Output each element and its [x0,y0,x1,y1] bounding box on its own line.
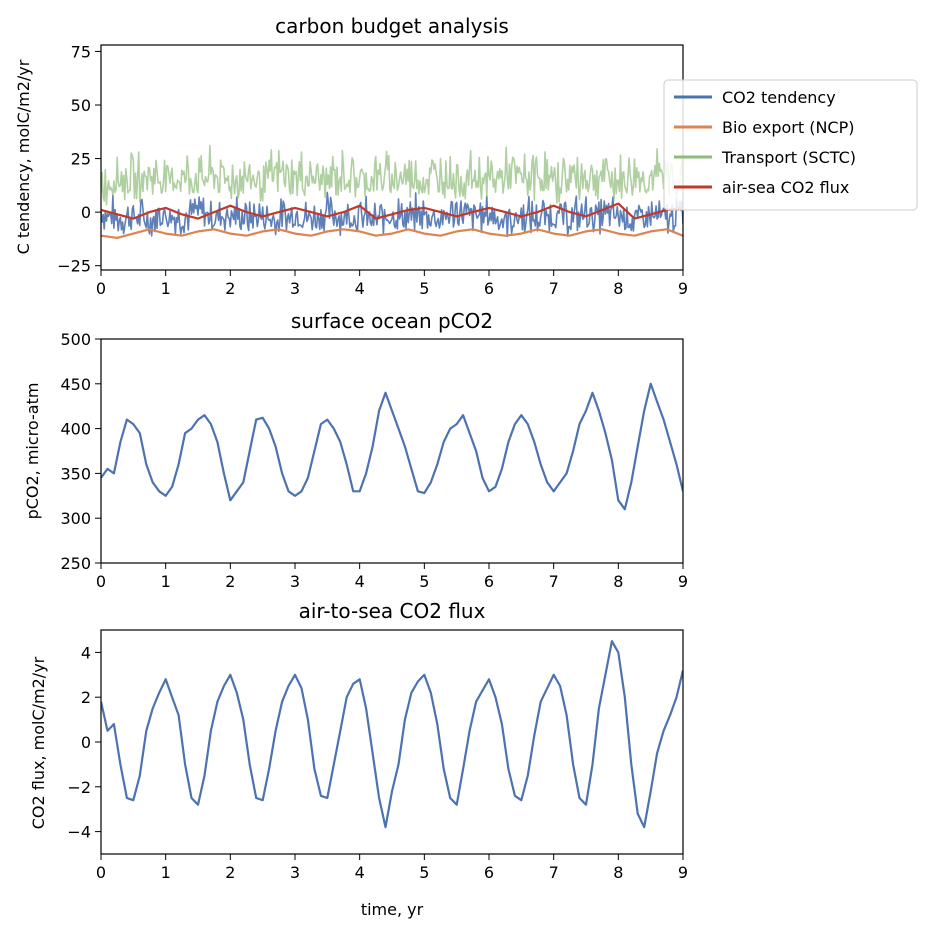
x-tick-label: 3 [290,572,300,591]
x-tick-label: 9 [678,863,688,882]
x-tick-label: 6 [484,572,494,591]
x-tick-label: 1 [161,863,171,882]
y-tick-label: −2 [67,778,91,797]
y-tick-label: −25 [57,257,91,276]
x-tick-label: 2 [225,863,235,882]
plot-frame [100,44,684,271]
y-tick-label: 400 [60,420,91,439]
x-tick-label: 7 [549,279,559,298]
legend-label: CO2 tendency [722,88,836,107]
y-tick-label: 25 [71,150,91,169]
x-tick-label: 8 [613,572,623,591]
x-tick-label: 2 [225,572,235,591]
y-tick-label: 250 [60,554,91,573]
series-line-2 [101,144,683,206]
x-tick-label: 9 [678,279,688,298]
y-tick-label: 4 [81,643,91,662]
x-tick-label: 9 [678,572,688,591]
x-tick-label: 3 [290,863,300,882]
x-tick-label: 7 [549,572,559,591]
legend-label: Transport (SCTC) [721,148,856,167]
x-tick-label: 0 [96,572,106,591]
y-tick-label: −4 [67,823,91,842]
y-axis-label: CO2 flux, molC/m2/yr [29,656,48,829]
series-line-0 [101,640,683,829]
legend-label: air-sea CO2 flux [722,178,849,197]
y-tick-label: 350 [60,464,91,483]
legend-label: Bio export (NCP) [722,118,854,137]
y-tick-label: 75 [71,42,91,61]
x-tick-label: 7 [549,863,559,882]
y-tick-label: 300 [60,509,91,528]
x-tick-label: 3 [290,279,300,298]
x-tick-label: 5 [419,572,429,591]
panel-carbon-budget: carbon budget analysis C tendency, molC/… [14,14,688,298]
y-tick-label: 50 [71,96,91,115]
y-tick-label: 0 [81,203,91,222]
y-tick-label: 0 [81,733,91,752]
series-line-0 [101,191,683,238]
plot-frame [100,338,684,564]
x-tick-label: 5 [419,863,429,882]
x-tick-label: 4 [355,863,365,882]
legend-frame [663,79,918,211]
x-tick-label: 1 [161,279,171,298]
y-tick-label: 2 [81,688,91,707]
y-tick-label: 450 [60,375,91,394]
legend: CO2 tendency Bio export (NCP) Transport (S… [663,79,918,211]
chart-title: carbon budget analysis [275,14,509,38]
series-line-3 [101,202,683,220]
series-line-1 [101,228,683,239]
x-tick-label: 8 [613,863,623,882]
chart-title: air-to-sea CO2 flux [299,599,486,623]
x-tick-label: 0 [96,863,106,882]
y-axis-label: C tendency, molC/m2/yr [14,59,33,254]
y-tick-label: 500 [60,330,91,349]
x-tick-label: 4 [355,572,365,591]
panel-air-sea-flux: air-to-sea CO2 flux CO2 flux, molC/m2/yr… [29,599,688,919]
plot-lines [101,640,683,829]
x-tick-label: 1 [161,572,171,591]
x-tick-label: 6 [484,279,494,298]
x-axis-label: time, yr [361,900,424,919]
plot-lines [101,144,683,239]
x-tick-label: 6 [484,863,494,882]
plot-lines [101,382,683,511]
panel-surface-pco2: surface ocean pCO2 pCO2, micro-atm 0 1 2 3 4… [23,309,688,591]
series-line-0 [101,382,683,511]
x-tick-label: 8 [613,279,623,298]
chart-title: surface ocean pCO2 [291,309,493,333]
x-tick-label: 5 [419,279,429,298]
y-axis-label: pCO2, micro-atm [23,383,42,520]
x-tick-label: 2 [225,279,235,298]
x-tick-label: 0 [96,279,106,298]
x-tick-label: 4 [355,279,365,298]
